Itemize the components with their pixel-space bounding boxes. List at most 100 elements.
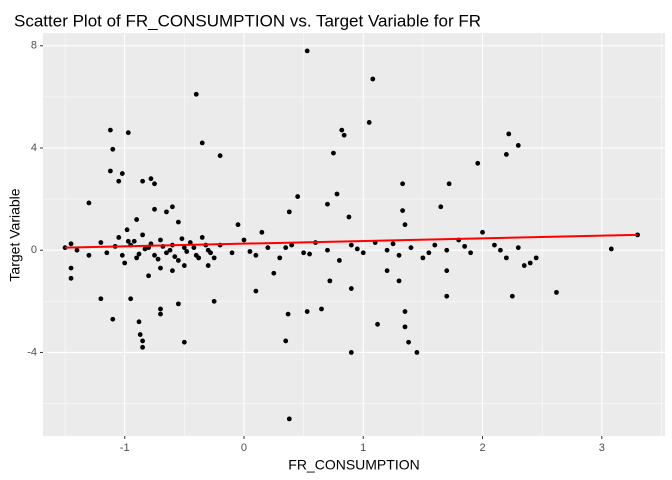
- point: [325, 247, 330, 253]
- point: [375, 321, 380, 327]
- point: [462, 243, 468, 249]
- point: [370, 76, 376, 82]
- point: [98, 240, 104, 245]
- point: [402, 324, 408, 330]
- point: [217, 153, 223, 159]
- point: [283, 245, 289, 251]
- trend-line: [65, 233, 638, 249]
- point: [175, 258, 181, 263]
- point: [211, 298, 217, 304]
- point: [506, 131, 512, 137]
- point: [181, 245, 187, 251]
- point: [468, 250, 473, 256]
- point: [346, 214, 352, 220]
- point: [128, 296, 134, 302]
- point: [125, 238, 131, 244]
- point: [400, 208, 406, 214]
- point: [304, 48, 310, 54]
- point: [119, 252, 125, 258]
- point: [271, 270, 277, 276]
- y-axis-title: Target Variable: [7, 188, 23, 281]
- point: [253, 288, 259, 294]
- point: [402, 309, 408, 314]
- point: [286, 416, 292, 422]
- point: [509, 293, 515, 299]
- y-tick-label: 8: [31, 40, 37, 52]
- point: [554, 289, 559, 295]
- point: [241, 237, 247, 243]
- y-tick-label: 4: [31, 142, 37, 154]
- point: [170, 204, 175, 210]
- point: [74, 247, 80, 253]
- point: [498, 247, 503, 253]
- point: [277, 255, 283, 261]
- point: [492, 242, 497, 248]
- point: [191, 245, 197, 251]
- point: [307, 251, 312, 257]
- point: [426, 250, 432, 256]
- point: [515, 143, 521, 148]
- point: [181, 263, 187, 268]
- point: [152, 181, 157, 187]
- point: [414, 350, 420, 355]
- point: [444, 293, 450, 299]
- point: [521, 263, 527, 268]
- point: [148, 176, 154, 182]
- point: [608, 246, 614, 252]
- point: [348, 242, 354, 248]
- point: [348, 350, 354, 355]
- point: [339, 127, 345, 133]
- point: [286, 209, 292, 215]
- point: [211, 255, 217, 261]
- point: [384, 247, 390, 253]
- plot-panel: [43, 33, 665, 436]
- x-tick-label: -1: [120, 442, 130, 454]
- point: [444, 268, 450, 274]
- point: [125, 130, 131, 136]
- chart-title: Scatter Plot of FR_CONSUMPTION vs. Targe…: [14, 11, 481, 30]
- point: [384, 268, 390, 274]
- point: [181, 339, 187, 345]
- point: [122, 260, 128, 266]
- point: [152, 252, 157, 258]
- point: [107, 127, 113, 133]
- point: [124, 227, 130, 233]
- point: [136, 251, 142, 257]
- x-tick-label: 0: [241, 442, 247, 454]
- point: [319, 306, 324, 312]
- point: [68, 241, 74, 247]
- point: [503, 151, 509, 157]
- point: [325, 201, 330, 207]
- point: [475, 160, 481, 166]
- point: [432, 242, 438, 248]
- point: [140, 178, 145, 184]
- point: [164, 209, 169, 215]
- point: [285, 311, 291, 317]
- y-tick-label: 0: [31, 244, 37, 256]
- point: [86, 200, 92, 206]
- point: [164, 250, 169, 256]
- point: [107, 168, 113, 174]
- point: [199, 140, 205, 146]
- point: [247, 249, 253, 254]
- point: [136, 319, 142, 325]
- point: [199, 235, 205, 240]
- point: [420, 255, 426, 261]
- point: [289, 242, 295, 248]
- point: [533, 255, 539, 261]
- x-axis-title: FR_CONSUMPTION: [288, 457, 419, 473]
- point: [116, 178, 122, 184]
- point: [134, 217, 140, 222]
- point: [86, 252, 92, 258]
- point: [98, 296, 104, 302]
- point: [235, 222, 241, 228]
- point: [354, 246, 360, 252]
- point: [131, 238, 137, 244]
- point: [402, 222, 408, 228]
- point: [175, 301, 181, 307]
- point: [390, 241, 396, 247]
- point: [116, 235, 122, 240]
- point: [366, 120, 372, 125]
- point: [140, 232, 145, 238]
